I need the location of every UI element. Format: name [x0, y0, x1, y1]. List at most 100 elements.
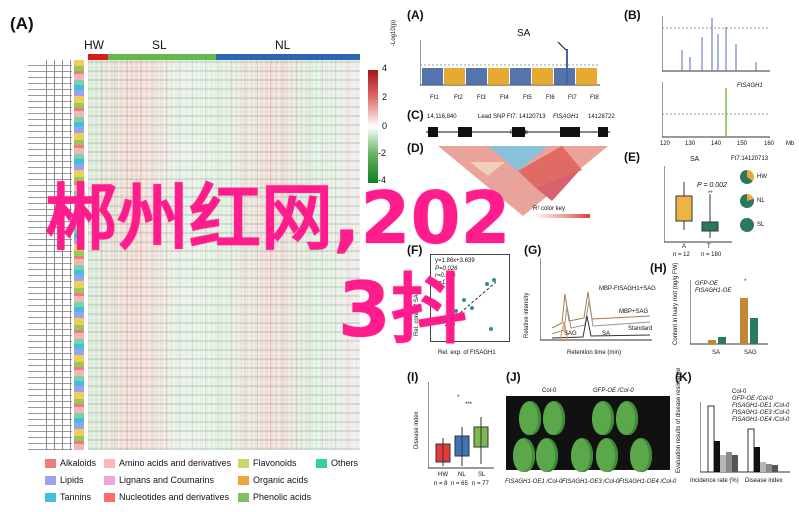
chr-ft2: Ft2 [454, 95, 463, 101]
scale-2: 2 [382, 92, 388, 102]
leaf-8 [596, 438, 618, 472]
legend-phenolic-swatch [238, 493, 249, 502]
heatmap-color-scale [368, 70, 378, 183]
legend-lipids: Lipids [60, 475, 84, 485]
panel-i-ylabel: Disease index [414, 411, 420, 449]
panel-g-line-3: Standard [628, 326, 653, 332]
panel-j-oe3: FtSAGH1-OE3 /Col-0 [562, 479, 620, 485]
legend-tannins: Tannins [60, 492, 92, 502]
panel-k-legend-1: Col-0 [732, 389, 747, 395]
panel-k-legend-2: GFP-OE /Col-0 [732, 396, 773, 402]
panel-f-label: (F) [407, 243, 423, 257]
panel-a-label: (A) [10, 14, 34, 33]
legend-organic-swatch [238, 476, 249, 485]
hw-bar [88, 54, 108, 60]
panel-b-label: (B) [624, 8, 641, 22]
legend-amino-swatch [104, 459, 115, 468]
chr-ft5: Ft5 [523, 95, 532, 101]
legend-organic: Organic acids [253, 475, 309, 485]
panel-h-sag: SAG [744, 350, 757, 356]
gene-left-coord: 14,116,840 [427, 114, 457, 120]
panel-e-n-a: n = 12 [673, 252, 690, 258]
legend-tannins-swatch [45, 493, 56, 502]
panel-g-label: (G) [524, 243, 542, 257]
manhattan-title: SA [517, 28, 531, 39]
sl-bar [108, 54, 216, 60]
chr-ft7: Ft7 [568, 95, 577, 101]
panel-f-plot [430, 254, 510, 342]
legend-flavonoids: Flavonoids [253, 458, 297, 468]
pie-label-nl: NL [757, 198, 765, 204]
panel-i-hw: HW [438, 472, 448, 478]
legend-amino: Amino acids and derivatives [119, 458, 232, 468]
panel-f-stat-3: r=0.536 [435, 273, 456, 279]
legend-others: Others [331, 458, 359, 468]
pie-hw [740, 170, 754, 184]
gene-structure [426, 127, 610, 137]
scale-4: 4 [382, 63, 388, 73]
legend-alkaloids: Alkaloids [60, 458, 97, 468]
panel-e-group-a: A [682, 244, 687, 250]
panel-k-ylabel: Evaluation results of disease resistance [676, 367, 682, 473]
panel-h-sig: * [744, 279, 747, 285]
panel-k-xlabel-1: Incidence rate (%) [690, 478, 739, 484]
legend-lignans: Lignans and Coumarins [119, 475, 215, 485]
legend-lignans-swatch [104, 476, 115, 485]
panel-f-scatter [444, 278, 497, 331]
panel-i-nl: NL [458, 472, 466, 478]
panel-e-label: (E) [624, 150, 640, 164]
legend-others-swatch [316, 459, 327, 468]
panel-e-boxplot [664, 166, 732, 243]
chr-ft6: Ft6 [546, 95, 555, 101]
legend-phenolic: Phenolic acids [253, 492, 312, 502]
panel-e-sig: ** [708, 191, 713, 197]
panel-k-legend-5: FtSAGH1-OE4 /Col-0 [732, 417, 790, 423]
gene-scale: 0.10kb [510, 130, 529, 136]
panel-h-legend-gfp: GFP-OE [695, 281, 719, 287]
panel-f-stat-4: n=17 [435, 280, 449, 286]
panel-e-n-t: n = 180 [701, 252, 722, 258]
panel-j-label: (J) [506, 370, 521, 384]
xaxis-130: 130 [685, 141, 696, 147]
panel-e-group-t: T [707, 244, 711, 250]
group-hw: HW [84, 38, 104, 52]
lead-snp: Lead SNP Ft7: 14120713 [478, 114, 546, 120]
panel-k-bars [700, 402, 790, 473]
xaxis-120: 120 [660, 141, 671, 147]
chr-ft3: Ft3 [477, 95, 486, 101]
panel-i-sl: SL [478, 472, 486, 478]
panel-k-xlabel-2: Disease index [745, 478, 783, 484]
manhattan-ylabel: -Log10(p) [391, 19, 397, 46]
overlay-line-1: 郴州红网,202 [45, 176, 511, 260]
xaxis-mb: Mb [786, 141, 795, 147]
ld-legend-scale [532, 214, 590, 218]
group-nl: NL [275, 38, 291, 52]
panel-f-stat-1: y=1.86x+3.639 [435, 258, 475, 264]
legend-nucleotides: Nucleotides and derivatives [119, 492, 230, 502]
xp-clr-plot-top [662, 16, 770, 72]
ld-heatmap [438, 146, 608, 216]
panel-j-col0: Col-0 [542, 388, 557, 394]
pie-label-hw: HW [757, 174, 767, 180]
scale-neg4: -4 [378, 175, 387, 185]
panel-h-bars [690, 280, 768, 345]
chr-ft1: Ft1 [430, 95, 439, 101]
panel-i-sig-1: * [457, 395, 460, 401]
chr-ft8: Ft8 [590, 95, 599, 101]
ld-legend-title: R² color key [533, 206, 566, 212]
leaf-5 [513, 438, 535, 472]
panel-i-sig-2: *** [465, 402, 473, 408]
panel-j-oe1: FtSAGH1-OE1 /Col-0 [505, 479, 563, 485]
panel-i-n-hw: n = 8 [434, 481, 448, 487]
panel-e-title: SA [690, 156, 700, 163]
panel-g-peak-1: SAG [564, 331, 577, 337]
ftsagh1-callout: FtSAGH1 [737, 83, 763, 89]
leaf-2 [543, 401, 565, 435]
xp-clr-plot-bottom [662, 82, 770, 138]
leaf-1 [519, 401, 541, 435]
panel-k-legend-3: FtSAGH1-OE1 /Col-0 [732, 403, 790, 409]
panel-f-stat-2: P=0.026 [435, 266, 458, 272]
metabolite-class-strip [74, 60, 84, 450]
panel-j-oe4: FtSAGH1-OE4 /Col-0 [619, 479, 677, 485]
xaxis-150: 150 [737, 141, 748, 147]
